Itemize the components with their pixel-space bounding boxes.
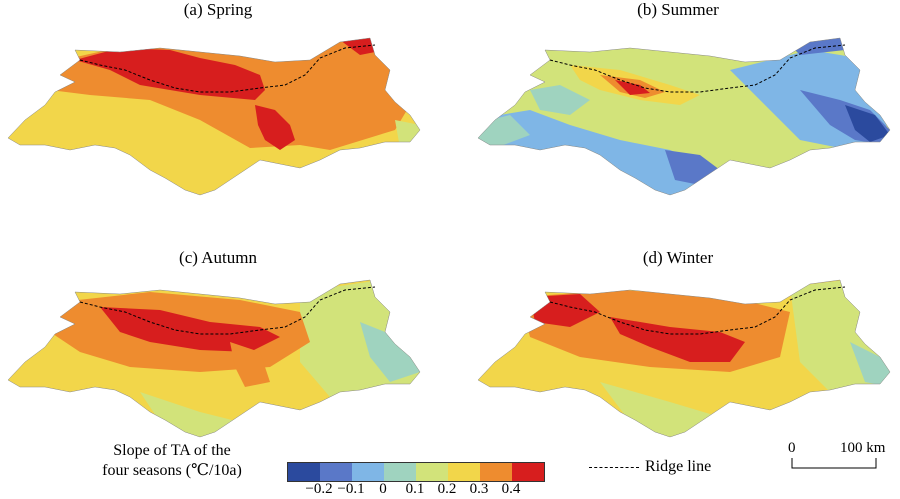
map-autumn [7,279,421,438]
scale-bar [791,458,877,469]
tick-label: −0.2 [305,481,333,497]
map-winter [477,279,891,438]
tick-label: 0.2 [437,481,457,497]
panel-title-winter: (d) Winter [642,248,714,267]
tick-label: 0.1 [405,481,425,497]
colorbar [287,462,545,482]
ridge-line-legend: Ridge line [589,458,711,476]
colorbar-swatch-6 [480,463,512,481]
ridge-line-winter [549,286,846,335]
colorbar-swatch-3 [384,463,416,481]
colorbar-swatch-7 [512,463,544,481]
scale-distance-label: 100 km [840,440,886,456]
map-summer [477,37,891,196]
map-spring [7,37,421,196]
panel-title-summer: (b) Summer [637,0,719,19]
legend-title: Slope of TA of the four seasons (℃/10a) [102,442,242,479]
tick-label: −0.1 [337,481,365,497]
colorbar-swatch-5 [448,463,480,481]
colorbar-swatch-4 [416,463,448,481]
colorbar-swatch-0 [288,463,320,481]
tick-label: 0 [379,481,387,497]
scale-zero-label: 0 [788,440,796,456]
ridge-line-spring [79,44,376,93]
ridge-line-label: Ridge line [645,458,712,475]
panel-title-autumn: (c) Autumn [179,248,257,267]
panel-title-spring: (a) Spring [183,0,253,19]
ridge-line-sample [589,466,639,468]
colorbar-swatch-2 [352,463,384,481]
ridge-line-autumn [79,286,376,335]
ridge-line-summer [549,44,846,93]
tick-label: 0.4 [501,481,521,497]
tick-label: 0.3 [469,481,489,497]
colorbar-swatch-1 [320,463,352,481]
